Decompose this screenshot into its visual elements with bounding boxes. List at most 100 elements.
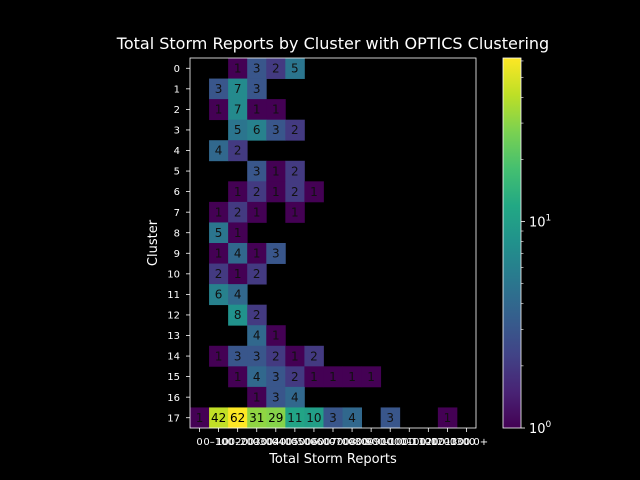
heatmap-cell: [247, 407, 267, 429]
cell-value-label: 3: [272, 123, 280, 137]
y-tick-label: 13: [167, 331, 180, 342]
cell-value-label: 2: [253, 308, 261, 322]
y-tick-label: 1: [174, 84, 180, 95]
heatmap-cell: [209, 222, 229, 244]
heatmap-cell: [209, 99, 229, 121]
cell-value-label: 2: [310, 349, 318, 363]
x-tick-label: 0–100: [203, 437, 233, 448]
heatmap-cell: [266, 386, 286, 408]
heatmap-cell: [266, 325, 286, 347]
cell-value-label: 1: [291, 349, 299, 363]
cell-value-label: 1: [444, 411, 452, 425]
heatmap-cell: [209, 407, 229, 429]
cell-value-label: 3: [253, 82, 261, 96]
heatmap-cell: [228, 99, 248, 121]
heatmap-cell: [285, 407, 305, 429]
x-tick-label: 600–700: [311, 437, 354, 448]
heatmap-cell: [247, 119, 267, 141]
heatmap-cell: [209, 140, 229, 162]
cell-value-label: 7: [234, 103, 242, 117]
cell-value-label: 4: [291, 390, 299, 404]
cell-value-label: 2: [215, 267, 223, 281]
cell-value-label: 2: [291, 123, 299, 137]
heatmap-cell: [228, 58, 248, 79]
chart-title: Total Storm Reports by Cluster with OPTI…: [116, 34, 549, 53]
x-tick-label: 0: [196, 437, 202, 448]
heatmap-cell: [285, 366, 305, 388]
heatmap-cell: [209, 345, 229, 367]
heatmap-cell: [247, 201, 267, 223]
cell-value-label: 1: [272, 164, 280, 178]
y-tick-label: 0: [174, 64, 180, 75]
cell-value-label: 1: [215, 349, 223, 363]
cell-value-label: 1: [253, 390, 261, 404]
y-tick-label: 5: [174, 167, 180, 178]
heatmap-cell: [209, 243, 229, 264]
y-tick-label: 3: [174, 126, 180, 137]
x-tick-label: 900–1000: [365, 437, 415, 448]
heatmap-cell: [285, 119, 305, 141]
heatmap-cell: [285, 386, 305, 408]
x-tick-label: 100–200: [216, 437, 259, 448]
heatmap-cell: [209, 78, 229, 100]
y-tick-label: 6: [174, 187, 180, 198]
cell-value-label: 2: [272, 61, 280, 75]
y-tick-label: 16: [167, 393, 180, 404]
x-tick-label: 700–800: [330, 437, 373, 448]
heatmap-cell: [228, 140, 248, 162]
heatmap-cell: [266, 160, 286, 182]
cell-value-label: 1: [253, 246, 261, 260]
cell-value-label: 4: [348, 411, 356, 425]
heatmap-cell: [247, 243, 267, 264]
cell-value-label: 3: [253, 61, 261, 75]
cell-value-label: 2: [291, 370, 299, 384]
x-tick-label: 800–900: [350, 437, 393, 448]
heatmap-cell: [247, 181, 267, 203]
cell-value-label: 2: [272, 349, 280, 363]
cell-value-label: 4: [215, 144, 223, 158]
cell-value-label: 3: [234, 349, 242, 363]
cell-value-label: 1: [272, 329, 280, 343]
heatmap-cell: [209, 263, 229, 285]
heatmap-cell: [209, 201, 229, 223]
cell-value-label: 2: [253, 267, 261, 281]
cell-value-label: 1: [329, 370, 337, 384]
x-tick-label: 1000–1100: [381, 437, 437, 448]
cell-value-label: 3: [386, 411, 394, 425]
x-tick-label: 400–500: [273, 437, 316, 448]
heatmap-cell: [285, 58, 305, 79]
cell-value-label: 1: [253, 103, 261, 117]
heatmap-cell: [228, 407, 248, 429]
heatmap-cell: [228, 284, 248, 306]
y-tick-label: 11: [167, 290, 180, 301]
cell-value-label: 2: [291, 164, 299, 178]
colorbar-tick-label: 100: [529, 420, 552, 437]
cell-value-label: 1: [272, 103, 280, 117]
cell-value-label: 1: [234, 61, 242, 75]
y-tick-label: 14: [167, 352, 180, 363]
x-axis-label: Total Storm Reports: [268, 452, 397, 467]
y-axis-label: Cluster: [146, 219, 161, 266]
x-tick-label: 300–400: [254, 437, 297, 448]
cell-value-label: 3: [253, 164, 261, 178]
heatmap-cell: [285, 181, 305, 203]
heatmap-cell: [247, 386, 267, 408]
cell-value-label: 29: [268, 411, 283, 425]
cell-value-label: 1: [310, 185, 318, 199]
heatmap-cell: [228, 222, 248, 244]
heatmap-cell: [247, 304, 267, 326]
cell-value-label: 3: [272, 390, 280, 404]
heatmap-cell: [228, 243, 248, 264]
y-tick-label: 17: [167, 413, 180, 424]
cell-value-label: 1: [310, 370, 318, 384]
heatmap-cell: [228, 304, 248, 326]
heatmap-cell: [304, 407, 324, 429]
cell-value-label: 1: [367, 370, 375, 384]
cell-value-label: 1: [253, 205, 261, 219]
cell-value-label: 1: [272, 185, 280, 199]
x-tick-label: 200–300: [235, 437, 278, 448]
cell-value-label: 3: [215, 82, 223, 96]
heatmap-cell: [228, 119, 248, 141]
heatmap-cell: [342, 407, 362, 429]
